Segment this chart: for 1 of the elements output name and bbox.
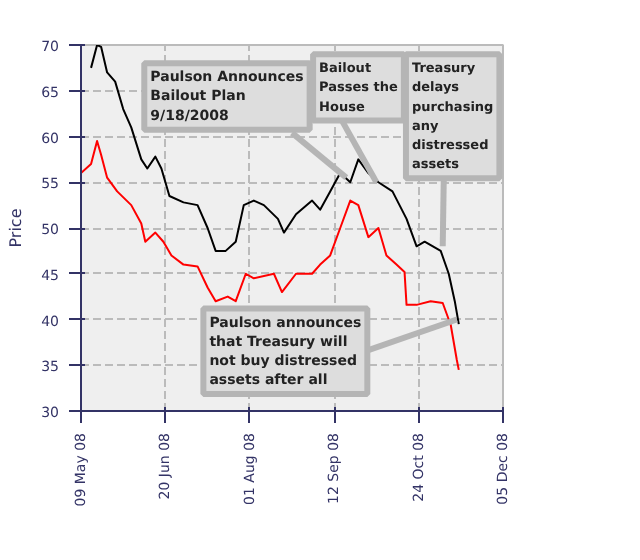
y-axis-title: Price: [7, 208, 26, 248]
